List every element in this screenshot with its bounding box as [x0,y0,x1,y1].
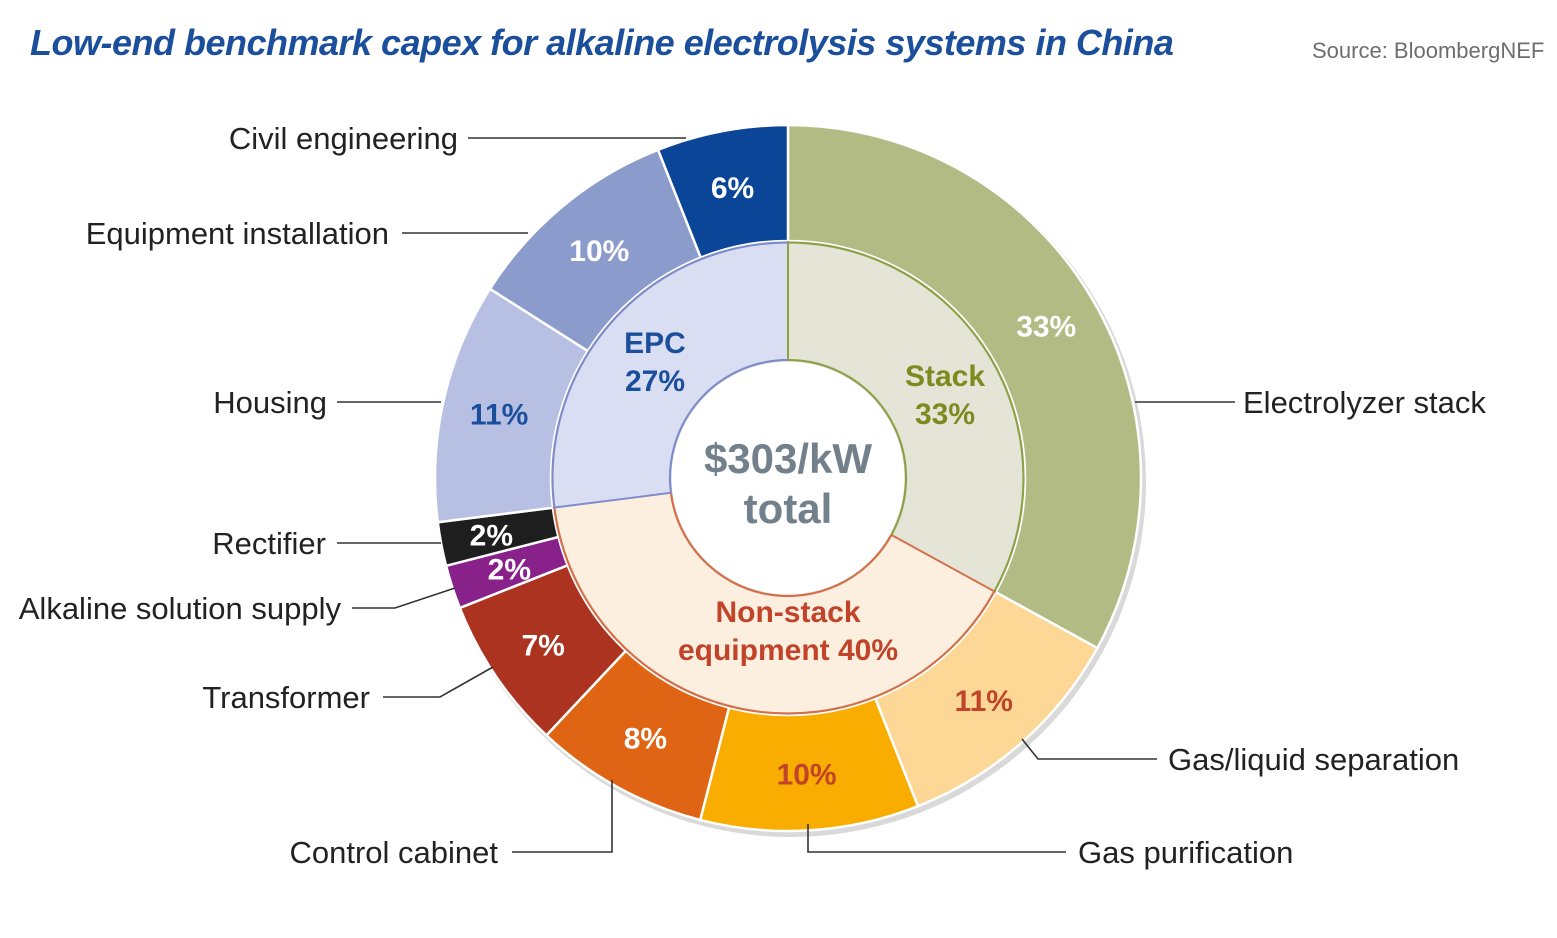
inner-ring-edge-non-stack-equipment [553,507,996,715]
inner-ring-label-stack: Stack 33% [905,360,985,431]
outer-value-label: 2% [488,554,531,587]
inner-divider-non-stack-equipment [890,533,997,594]
leader-line-gas-purification [807,824,1066,853]
center-total-label: $303/kW total [704,435,872,532]
inner-ring-edge-epc [551,241,789,508]
center-edge-stack [787,358,908,536]
outer-value-label: 8% [624,722,667,755]
leader-line-gas-liquid-separation [1021,738,1157,760]
outer-value-label: 10% [777,758,837,791]
center-edge-epc [668,358,789,493]
leader-line-control-cabinet [512,780,613,853]
category-label-equipment-installation: Equipment installation [86,216,389,251]
category-label-gas-liquid-separation: Gas/liquid separation [1168,742,1459,777]
outer-value-label: 7% [522,629,565,662]
leader-line-alkaline-solution-supply [352,587,456,609]
category-label-gas-purification: Gas purification [1078,835,1293,870]
chart-title: Low-end benchmark capex for alkaline ele… [30,22,1174,63]
category-label-control-cabinet: Control cabinet [289,835,498,870]
inner-ring-edge-stack [787,241,1025,592]
outer-value-label: 6% [711,172,754,205]
category-label-civil-engineering: Civil engineering [229,121,458,156]
inner-ring-label-epc: EPC 27% [624,327,686,398]
category-label-transformer: Transformer [202,680,370,715]
category-label-alkaline-solution-supply: Alkaline solution supply [19,591,342,626]
category-label-housing: Housing [213,385,327,420]
outer-value-label: 11% [955,685,1013,718]
chart-source: Source: BloombergNEF [1312,38,1545,63]
leader-line-transformer [383,666,494,698]
donut-center [671,361,905,595]
outer-value-label: 2% [470,520,513,553]
outer-value-label: 10% [569,235,629,268]
inner-divider-epc [552,491,672,509]
center-edge-non-stack-equipment [669,492,893,598]
outer-value-label: 33% [1016,310,1076,343]
category-label-electrolyzer-stack: Electrolyzer stack [1243,385,1486,420]
inner-ring-label-non-stack-equipment: Non-stack equipment 40% [678,596,898,667]
outer-value-label: 11% [470,398,528,431]
category-label-rectifier: Rectifier [212,526,326,561]
